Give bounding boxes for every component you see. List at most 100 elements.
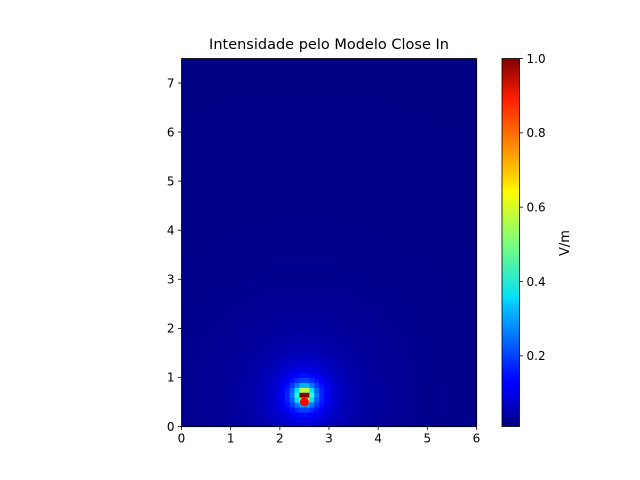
heatmap-cell	[471, 333, 478, 339]
heatmap-cell	[319, 416, 325, 423]
heatmap-cell	[270, 318, 276, 325]
heatmap-cell	[274, 87, 281, 94]
heatmap-cell	[412, 68, 419, 74]
heatmap-cell	[378, 274, 384, 280]
heatmap-cell	[461, 338, 468, 344]
heatmap-cell	[211, 274, 217, 280]
heatmap-cell	[397, 298, 404, 305]
heatmap-cell	[402, 220, 409, 226]
heatmap-cell	[215, 132, 222, 138]
heatmap-cell	[383, 240, 389, 246]
heatmap-cell	[225, 421, 232, 428]
heatmap-cell	[353, 352, 360, 359]
heatmap-cell	[437, 146, 443, 153]
heatmap-cell	[230, 161, 237, 168]
heatmap-cell	[412, 406, 419, 413]
heatmap-cell	[392, 357, 399, 364]
heatmap-cell	[201, 132, 207, 138]
heatmap-cell	[235, 181, 242, 187]
heatmap-cell	[407, 289, 414, 295]
heatmap-cell	[215, 338, 222, 344]
heatmap-cell	[220, 97, 227, 104]
heatmap-cell	[432, 411, 438, 418]
heatmap-cell	[265, 215, 271, 222]
heatmap-cell	[289, 357, 296, 364]
heatmap-cell	[245, 392, 251, 398]
heatmap-cell	[378, 97, 384, 104]
heatmap-cell	[461, 298, 468, 305]
heatmap-cell	[181, 107, 188, 114]
heatmap-cell	[201, 244, 207, 251]
heatmap-cell	[289, 176, 296, 182]
heatmap-cell	[314, 127, 320, 133]
heatmap-cell	[447, 83, 453, 89]
heatmap-cell	[206, 284, 212, 290]
heatmap-cell	[304, 137, 310, 143]
heatmap-cell	[324, 68, 330, 74]
heatmap-cell	[191, 249, 197, 256]
heatmap-cell	[373, 367, 379, 374]
heatmap-cell	[314, 313, 320, 320]
heatmap-cell	[206, 264, 212, 271]
heatmap-cell	[447, 333, 453, 339]
heatmap-cell	[353, 230, 360, 236]
heatmap-cell	[427, 97, 433, 104]
heatmap-cell	[186, 397, 192, 403]
heatmap-cell	[471, 357, 478, 364]
heatmap-cell	[397, 240, 404, 246]
heatmap-cell	[407, 83, 414, 89]
heatmap-cell	[373, 220, 379, 226]
heatmap-cell	[186, 323, 192, 329]
heatmap-cell	[230, 107, 237, 114]
heatmap-cell	[466, 249, 473, 256]
heatmap-cell	[274, 289, 281, 295]
heatmap-cell	[181, 176, 188, 182]
heatmap-cell	[407, 328, 414, 334]
heatmap-cell	[353, 343, 360, 349]
heatmap-cell	[368, 186, 374, 192]
heatmap-cell	[348, 421, 355, 428]
heatmap-cell	[427, 264, 433, 271]
heatmap-cell	[432, 132, 438, 138]
heatmap-cell	[417, 382, 424, 388]
heatmap-cell	[260, 264, 266, 271]
heatmap-cell	[250, 230, 256, 236]
heatmap-cell	[437, 205, 443, 212]
heatmap-cell	[206, 92, 212, 99]
heatmap-cell	[235, 210, 242, 217]
heatmap-cell	[427, 357, 433, 364]
heatmap-cell	[383, 333, 389, 339]
heatmap-cell	[309, 122, 315, 128]
heatmap-cell	[324, 318, 330, 325]
heatmap-cell	[225, 195, 232, 202]
heatmap-cell	[466, 269, 473, 275]
heatmap-cell	[284, 220, 291, 226]
heatmap-cell	[220, 83, 227, 89]
heatmap-cell	[422, 97, 428, 104]
heatmap-cell	[235, 387, 242, 393]
heatmap-cell	[412, 176, 419, 182]
heatmap-cell	[191, 181, 197, 187]
heatmap-cell	[211, 68, 217, 74]
heatmap-cell	[240, 421, 247, 428]
heatmap-cell	[211, 117, 217, 123]
heatmap-cell	[265, 58, 271, 65]
heatmap-cell	[309, 195, 315, 202]
heatmap-cell	[299, 259, 306, 266]
heatmap-cell	[442, 68, 448, 74]
heatmap-cell	[294, 186, 301, 192]
heatmap-cell	[348, 387, 355, 393]
heatmap-cell	[220, 205, 227, 212]
heatmap-cell	[206, 269, 212, 275]
heatmap-cell	[304, 156, 310, 163]
heatmap-cell	[392, 166, 399, 172]
heatmap-cell	[319, 151, 325, 158]
heatmap-cell	[397, 132, 404, 138]
heatmap-cell	[402, 107, 409, 114]
heatmap-cell	[294, 78, 301, 84]
heatmap-cell	[343, 190, 350, 197]
heatmap-cell	[324, 166, 330, 172]
heatmap-cell	[373, 230, 379, 236]
heatmap-cell	[442, 205, 448, 212]
heatmap-cell	[329, 97, 335, 104]
